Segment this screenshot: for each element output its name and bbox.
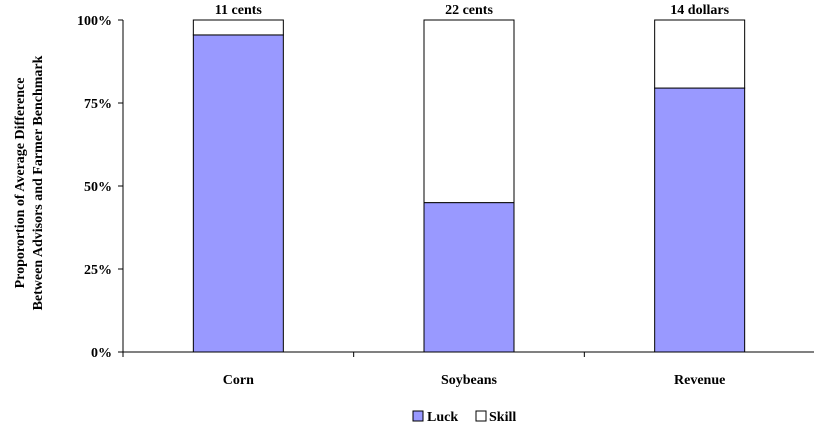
x-category-labels: Corn Soybeans Revenue xyxy=(223,373,726,388)
y-tick-label: 50% xyxy=(84,180,112,195)
bar-top-label: 11 cents xyxy=(215,3,263,18)
bar-top-labels: 11 cents 22 cents 14 dollars xyxy=(215,3,730,18)
x-tick-label: Revenue xyxy=(674,373,725,388)
bar-top-label: 22 cents xyxy=(445,3,493,18)
legend-label-skill: Skill xyxy=(489,410,516,425)
bar-luck-soybeans xyxy=(423,202,515,353)
legend-swatch-skill xyxy=(475,410,487,422)
bar-skill-corn xyxy=(192,19,284,36)
bar-skill-soybeans xyxy=(423,19,515,204)
y-axis-title: Proporortion of Average Difference Betwe… xyxy=(13,55,46,310)
legend: Luck Skill xyxy=(412,410,516,425)
legend-label-luck: Luck xyxy=(427,410,458,425)
y-axis-title-line-2: Between Advisors and Farmer Benchmark xyxy=(31,55,46,310)
legend-swatch-luck xyxy=(412,410,424,422)
bar-luck-corn xyxy=(192,34,284,353)
axes-layer xyxy=(118,19,814,357)
y-tick-labels: 0% 25% 50% 75% 100% xyxy=(77,14,112,361)
bar-top-label: 14 dollars xyxy=(670,3,729,18)
y-tick-label: 0% xyxy=(91,346,112,361)
x-tick-label: Corn xyxy=(223,373,254,388)
y-tick-label: 75% xyxy=(84,97,112,112)
y-axis-title-line-1: Proporortion of Average Difference xyxy=(13,78,28,289)
y-tick-label: 100% xyxy=(77,14,112,29)
bar-luck-revenue xyxy=(654,87,746,353)
bar-skill-revenue xyxy=(654,19,746,89)
y-tick-label: 25% xyxy=(84,263,112,278)
x-tick-label: Soybeans xyxy=(441,373,498,388)
bars-layer xyxy=(192,19,746,353)
